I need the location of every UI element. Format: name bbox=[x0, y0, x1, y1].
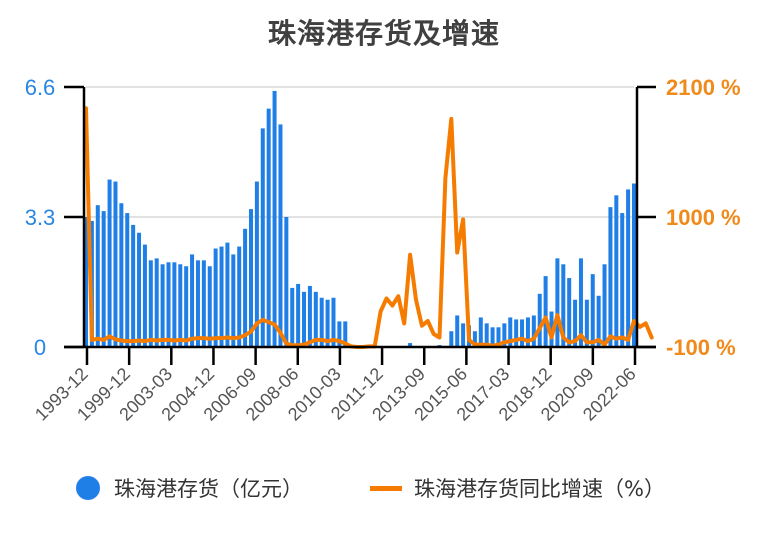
growth-rate-line bbox=[84, 106, 654, 349]
bar bbox=[254, 181, 259, 347]
x-axis-labels: 1993-121999-122003-032004-122006-092008-… bbox=[31, 364, 640, 425]
bar bbox=[166, 262, 171, 347]
bar bbox=[626, 189, 631, 347]
bar bbox=[248, 209, 253, 347]
bar bbox=[584, 299, 589, 347]
right-axis-labels: 2100 % 1000 % -100 % bbox=[666, 75, 741, 360]
left-axis-label: 3.3 bbox=[25, 205, 56, 230]
bar bbox=[408, 343, 413, 347]
bar bbox=[531, 315, 536, 347]
bar bbox=[455, 315, 460, 347]
bar bbox=[172, 262, 177, 347]
bar bbox=[307, 285, 312, 347]
bar bbox=[325, 299, 330, 347]
bar bbox=[225, 242, 230, 347]
bar bbox=[302, 291, 307, 347]
right-axis-label: 2100 % bbox=[666, 75, 741, 100]
bar bbox=[107, 179, 112, 347]
bar bbox=[520, 319, 525, 347]
bar bbox=[278, 124, 283, 347]
bar bbox=[578, 258, 583, 347]
bar bbox=[243, 228, 248, 347]
legend-label: 珠海港存货（亿元） bbox=[114, 477, 303, 501]
bar bbox=[219, 246, 224, 347]
bar bbox=[160, 264, 165, 347]
bar bbox=[113, 181, 118, 347]
left-axis-label: 6.6 bbox=[25, 75, 56, 100]
bar bbox=[319, 297, 324, 347]
bar bbox=[514, 319, 519, 347]
bar bbox=[178, 264, 183, 347]
bar bbox=[101, 211, 106, 347]
bar bbox=[602, 264, 607, 347]
legend-item-growth-rate[interactable]: 珠海港存货同比增速（%） bbox=[370, 470, 665, 506]
axes bbox=[64, 85, 656, 365]
legend-label: 珠海港存货同比增速（%） bbox=[414, 477, 665, 501]
line-marker-icon bbox=[370, 485, 402, 491]
bar bbox=[207, 266, 212, 347]
bar bbox=[525, 317, 530, 347]
bar bbox=[213, 248, 218, 347]
bar bbox=[555, 258, 560, 347]
bar bbox=[137, 232, 142, 347]
left-axis-label: 0 bbox=[34, 335, 46, 360]
bar bbox=[154, 258, 159, 347]
bar bbox=[567, 278, 572, 347]
bar bbox=[549, 311, 554, 347]
circle-marker-icon bbox=[76, 476, 100, 500]
bar bbox=[478, 317, 483, 347]
bar bbox=[561, 264, 566, 347]
inventory-bars bbox=[83, 90, 637, 348]
bar bbox=[461, 323, 466, 347]
bar bbox=[472, 331, 477, 347]
bar bbox=[201, 260, 206, 347]
bar bbox=[131, 224, 136, 347]
bar bbox=[296, 283, 301, 347]
bar bbox=[496, 327, 501, 347]
bar bbox=[142, 244, 147, 347]
gridlines bbox=[86, 86, 634, 218]
right-axis-label: 1000 % bbox=[666, 205, 741, 230]
bar bbox=[83, 217, 89, 347]
bar bbox=[125, 213, 130, 347]
bar bbox=[449, 331, 454, 347]
bar bbox=[620, 213, 625, 347]
bar bbox=[313, 291, 318, 347]
bar bbox=[614, 195, 619, 347]
bar bbox=[502, 323, 507, 347]
bar bbox=[596, 295, 601, 347]
bar bbox=[290, 287, 295, 347]
bar bbox=[631, 183, 637, 347]
left-axis-labels: 6.6 3.3 0 bbox=[25, 75, 56, 360]
right-axis-label: -100 % bbox=[666, 335, 736, 360]
bar bbox=[543, 276, 548, 347]
bar bbox=[237, 246, 242, 347]
bar bbox=[508, 317, 513, 347]
bar bbox=[573, 299, 578, 347]
bar bbox=[190, 254, 195, 347]
bar bbox=[284, 217, 289, 347]
bar bbox=[266, 108, 271, 348]
bar bbox=[537, 293, 542, 347]
bar bbox=[148, 260, 153, 347]
bar bbox=[260, 128, 265, 347]
bar bbox=[337, 321, 342, 347]
legend-item-inventory[interactable]: 珠海港存货（亿元） bbox=[76, 470, 303, 506]
bar bbox=[184, 266, 189, 347]
bar bbox=[119, 203, 124, 347]
growth-line bbox=[84, 106, 654, 349]
bar bbox=[608, 207, 613, 347]
legend: 珠海港存货（亿元） 珠海港存货同比增速（%） bbox=[0, 470, 768, 506]
bar bbox=[484, 323, 489, 347]
bar bbox=[331, 297, 336, 347]
bar bbox=[590, 274, 595, 347]
chart-title: 珠海港存货及增速 bbox=[267, 17, 500, 50]
bar bbox=[272, 90, 277, 347]
bar bbox=[195, 260, 200, 347]
bar bbox=[343, 321, 348, 347]
bar bbox=[490, 327, 495, 347]
bar bbox=[95, 205, 100, 347]
bar bbox=[231, 254, 236, 347]
